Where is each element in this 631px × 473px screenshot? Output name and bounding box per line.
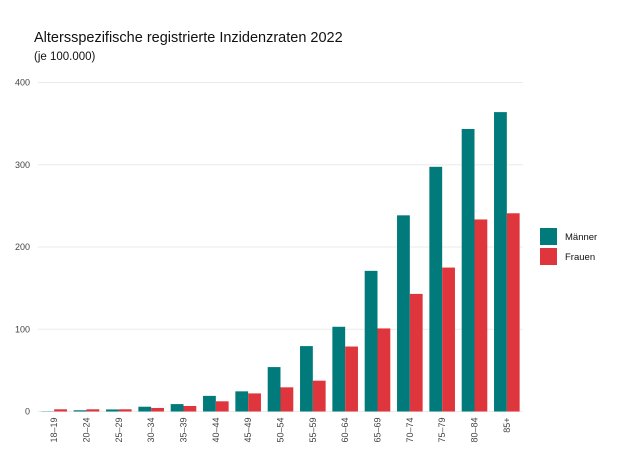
legend-swatch	[540, 228, 557, 245]
y-tick-label: 0	[25, 407, 30, 417]
bar-maenner	[364, 270, 378, 412]
x-tick-label: 30–34	[146, 418, 156, 443]
bar-frauen	[248, 393, 261, 412]
x-tick-label: 85+	[502, 418, 512, 433]
bar-frauen	[506, 213, 520, 412]
bar-maenner	[170, 404, 184, 412]
x-tick-label: 70–74	[405, 418, 415, 443]
chart-subtitle: (je 100.000)	[34, 51, 96, 63]
bar-frauen	[86, 409, 100, 412]
bar-maenner	[235, 391, 249, 412]
x-tick-label: 55–59	[308, 418, 318, 443]
y-tick-label: 200	[15, 242, 30, 252]
y-tick-label: 300	[15, 160, 30, 170]
x-tick-label: 50–54	[276, 418, 286, 443]
bar-maenner	[106, 409, 119, 412]
x-tick-label: 65–69	[373, 418, 383, 443]
x-tick-label: 35–39	[179, 418, 189, 443]
x-tick-label: 80–84	[470, 418, 480, 443]
x-tick-label: 45–49	[243, 418, 253, 443]
legend-label: Frauen	[565, 252, 595, 263]
legend-swatch	[540, 248, 557, 265]
bar-maenner	[73, 410, 87, 412]
legend-label: Männer	[565, 232, 597, 243]
bar-maenner	[267, 367, 281, 412]
bar-frauen	[54, 409, 67, 412]
bar-frauen	[183, 405, 197, 412]
legend: Männer Frauen	[540, 228, 597, 265]
bar-maenner	[300, 346, 313, 412]
bar-frauen	[215, 401, 229, 412]
bar-frauen	[345, 346, 358, 412]
bar-frauen	[280, 387, 294, 412]
x-tick-label: 60–64	[340, 418, 350, 443]
bar-frauen	[118, 409, 132, 412]
bar-frauen	[442, 267, 455, 412]
y-tick-label: 400	[15, 78, 30, 88]
chart-title: Altersspezifische registrierte Inzidenzr…	[34, 30, 343, 46]
bar-maenner	[461, 128, 475, 412]
x-tick-label: 75–79	[437, 418, 447, 443]
bar-maenner	[203, 395, 216, 412]
bar-maenner	[429, 166, 443, 412]
bar-maenner	[494, 112, 507, 412]
bar-frauen	[312, 380, 326, 412]
bar-frauen	[377, 328, 391, 412]
bar-frauen	[409, 293, 423, 412]
x-tick-label: 40–44	[211, 418, 221, 443]
bar-maenner	[332, 326, 346, 412]
x-tick-label: 25–29	[114, 418, 124, 443]
bar-maenner	[397, 215, 410, 412]
x-tick-label: 18–19	[49, 418, 59, 443]
bar-frauen	[151, 407, 164, 412]
x-tick-label: 20–24	[82, 418, 92, 443]
bar-maenner	[138, 406, 152, 412]
y-tick-label: 100	[15, 324, 30, 334]
bar-frauen	[474, 219, 488, 412]
